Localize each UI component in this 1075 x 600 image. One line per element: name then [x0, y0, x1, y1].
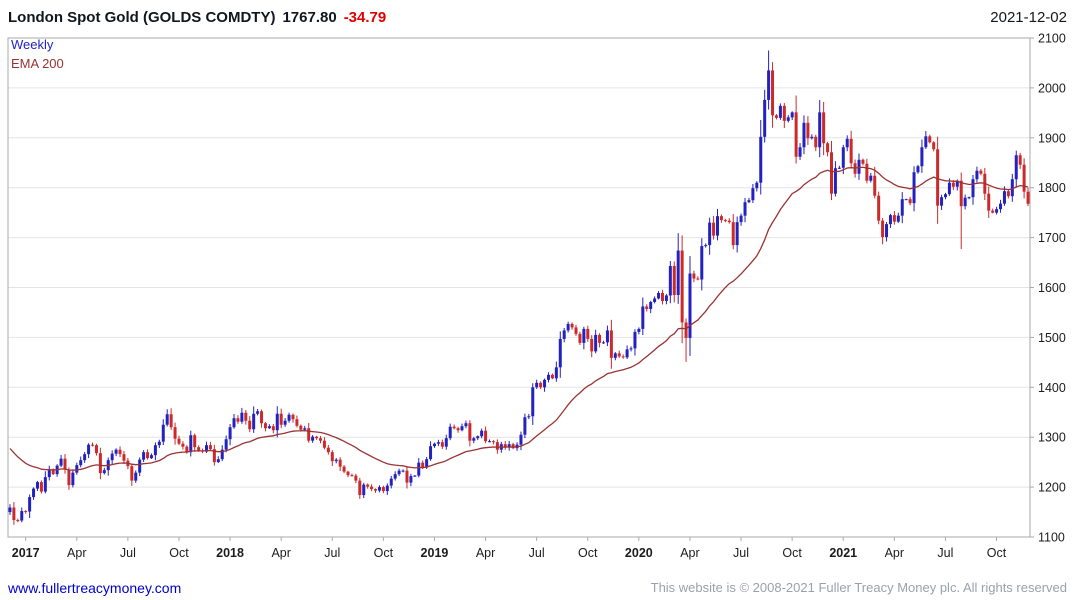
candlestick-chart[interactable]: 2100 2000 1900 1800 1700 1600 1500 1400 1300 1200… [0, 30, 1075, 575]
svg-text:Apr: Apr [680, 546, 699, 560]
svg-text:2020: 2020 [625, 546, 653, 560]
svg-text:1500: 1500 [1038, 331, 1066, 345]
svg-text:Jul: Jul [120, 546, 136, 560]
svg-text:Apr: Apr [67, 546, 86, 560]
svg-text:Oct: Oct [169, 546, 189, 560]
chart-date: 2021-12-02 [990, 8, 1067, 26]
svg-text:1800: 1800 [1038, 181, 1066, 195]
svg-text:2000: 2000 [1038, 81, 1066, 95]
svg-text:2017: 2017 [12, 546, 40, 560]
svg-text:2018: 2018 [216, 546, 244, 560]
svg-text:1600: 1600 [1038, 281, 1066, 295]
svg-text:Jul: Jul [324, 546, 340, 560]
svg-text:1900: 1900 [1038, 131, 1066, 145]
chart-header: London Spot Gold (GOLDS COMDTY) 1767.80 -3… [0, 0, 1075, 30]
svg-text:2019: 2019 [421, 546, 449, 560]
ema-overlay-label: EMA 200 [11, 56, 64, 71]
last-price: 1767.80 [282, 8, 337, 26]
footer: www.fullertreacymoney.com This website i… [0, 575, 1075, 600]
price-change: -34.79 [343, 8, 387, 26]
svg-text:Oct: Oct [578, 546, 598, 560]
svg-text:2021: 2021 [829, 546, 857, 560]
svg-text:Jul: Jul [733, 546, 749, 560]
chart-area[interactable]: 2100 2000 1900 1800 1700 1600 1500 1400 1300 1200… [0, 30, 1075, 575]
chart-title: London Spot Gold (GOLDS COMDTY) 1767.80 -3… [8, 9, 386, 26]
instrument-name: London Spot Gold (GOLDS COMDTY) [8, 8, 276, 26]
svg-text:Oct: Oct [782, 546, 802, 560]
svg-text:Jul: Jul [937, 546, 953, 560]
svg-text:Oct: Oct [374, 546, 394, 560]
svg-text:1200: 1200 [1038, 481, 1066, 495]
svg-text:1700: 1700 [1038, 231, 1066, 245]
svg-text:1300: 1300 [1038, 431, 1066, 445]
chart-legend: Weekly EMA 200 [11, 35, 64, 73]
svg-text:Apr: Apr [885, 546, 904, 560]
svg-text:Oct: Oct [987, 546, 1007, 560]
svg-text:Apr: Apr [271, 546, 290, 560]
svg-text:1400: 1400 [1038, 381, 1066, 395]
svg-text:Apr: Apr [476, 546, 495, 560]
svg-text:1100: 1100 [1038, 531, 1065, 545]
website-link[interactable]: www.fullertreacymoney.com [8, 579, 182, 596]
timeframe-label: Weekly [11, 37, 54, 52]
svg-text:2100: 2100 [1038, 32, 1066, 46]
svg-text:Jul: Jul [529, 546, 545, 560]
copyright-text: This website is © 2008-2021 Fuller Treac… [650, 580, 1067, 595]
